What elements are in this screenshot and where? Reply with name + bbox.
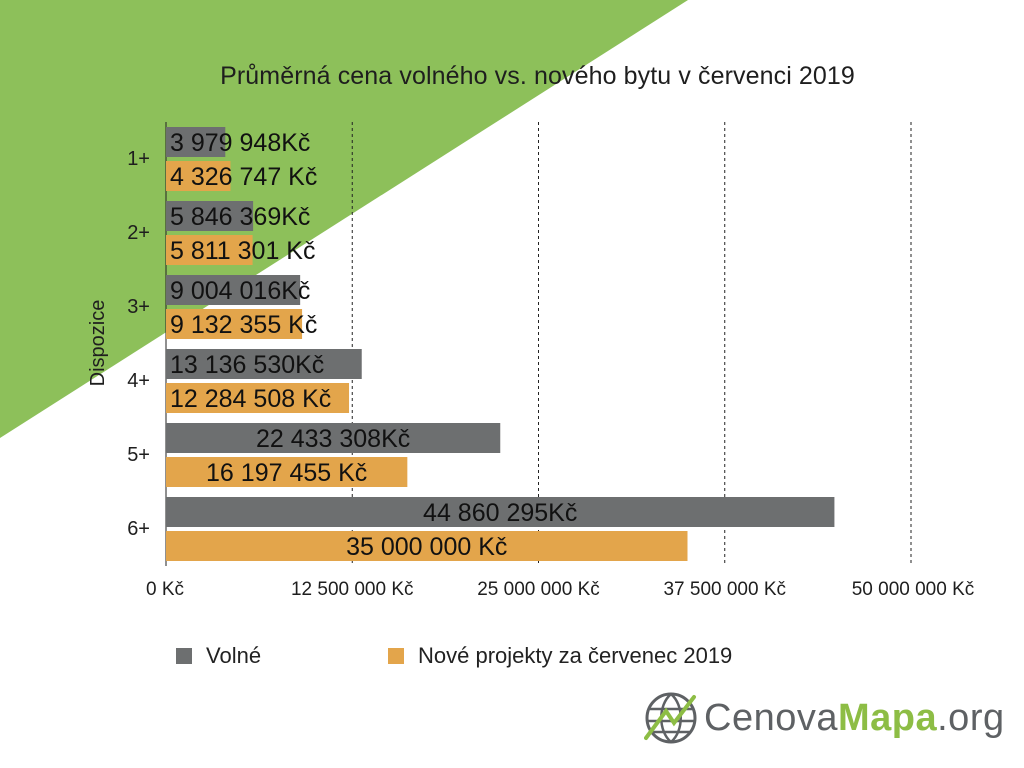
legend-label-nove: Nové projekty za červenec 2019 [418,643,733,668]
logo-text-cenova: Cenova [704,696,838,739]
chart-title: Průměrná cena volného vs. nového bytu v … [220,62,855,90]
legend-item-nove: Nové projekty za červenec 2019 [388,643,732,669]
bar-nove [166,383,350,413]
bar-nove [166,457,408,487]
data-label: 44 860 295Kč [423,499,577,527]
data-label: 12 284 508 Kč [170,385,331,413]
cenovamapa-logo: Cenova Mapa .org [644,686,1005,750]
data-label: 5 846 369Kč [170,203,310,231]
data-label: 16 197 455 Kč [206,459,367,487]
bar-volne [166,275,301,305]
bar-volne [166,497,835,527]
category-label: 2+ [127,222,150,244]
legend-swatch-nove [388,648,404,664]
data-label: 22 433 308Kč [256,425,410,453]
legend-swatch-volne [176,648,192,664]
data-label: 9 004 016Kč [170,277,310,305]
x-tick-label: 25 000 000 Kč [477,579,600,600]
bar-volne [166,349,362,379]
data-label: 4 326 747 Kč [170,163,317,191]
legend-item-volne: Volné [176,643,261,669]
data-label: 13 136 530Kč [170,351,324,379]
category-label: 5+ [127,444,150,466]
data-label: 3 979 948Kč [170,129,310,157]
y-axis-title: Dispozice [87,300,109,387]
data-label: 35 000 000 Kč [346,533,507,561]
logo-text-mapa: Mapa [837,696,938,739]
bar-volne [166,201,254,231]
x-tick-label: 12 500 000 Kč [291,579,414,600]
x-tick-label: 37 500 000 Kč [663,579,786,600]
category-label: 4+ [127,370,150,392]
globe-grid-icon [644,692,697,744]
data-label: 5 811 301 Kč [170,237,315,265]
bar-volne [166,127,226,157]
category-label: 3+ [127,296,150,318]
bar-nove [166,531,688,561]
bar-volne [166,423,501,453]
category-label: 1+ [127,148,150,170]
data-label: 9 132 355 Kč [170,311,317,339]
bar-nove [166,235,253,265]
legend-label-volne: Volné [206,643,262,668]
x-tick-label: 50 000 000 Kč [852,579,975,600]
category-label: 6+ [127,518,150,540]
logo-text-org: .org [937,696,1005,739]
bar-nove [166,161,231,191]
x-tick-label: 0 Kč [146,579,184,600]
bar-nove [166,309,303,339]
